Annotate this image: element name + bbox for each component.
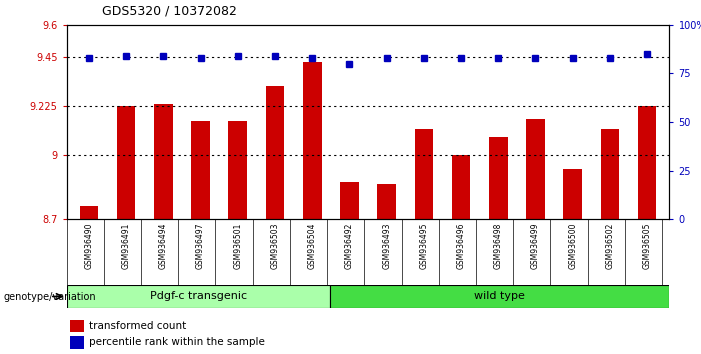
Bar [451,155,470,219]
Text: GSM936490: GSM936490 [84,223,93,269]
Bar [70,336,84,349]
Bar [70,320,84,332]
Text: GSM936491: GSM936491 [122,223,130,269]
Bar [414,129,433,219]
Text: GSM936505: GSM936505 [643,223,652,269]
Bar [266,86,285,219]
Text: GSM936494: GSM936494 [159,223,168,269]
Bar [601,129,619,219]
Text: Pdgf-c transgenic: Pdgf-c transgenic [150,291,247,302]
Text: GSM936502: GSM936502 [606,223,614,269]
Bar [489,137,508,219]
Bar [117,106,135,219]
Text: genotype/variation: genotype/variation [4,292,96,302]
Bar [377,184,396,219]
Text: GSM936498: GSM936498 [494,223,503,269]
Text: GSM936500: GSM936500 [569,223,577,269]
Text: GSM936501: GSM936501 [233,223,243,269]
Bar [80,206,98,219]
Bar [330,285,669,308]
Bar [67,285,330,308]
Bar [638,106,656,219]
Text: GSM936499: GSM936499 [531,223,540,269]
Bar [526,119,545,219]
Text: percentile rank within the sample: percentile rank within the sample [90,337,265,347]
Text: GSM936497: GSM936497 [196,223,205,269]
Text: GDS5320 / 10372082: GDS5320 / 10372082 [102,5,236,18]
Bar [564,169,582,219]
Text: GSM936496: GSM936496 [456,223,465,269]
Text: GSM936495: GSM936495 [419,223,428,269]
Bar [340,182,359,219]
Text: transformed count: transformed count [90,321,186,331]
Bar [154,104,172,219]
Text: GSM936504: GSM936504 [308,223,317,269]
Text: GSM936503: GSM936503 [271,223,280,269]
Text: GSM936493: GSM936493 [382,223,391,269]
Bar [191,121,210,219]
Text: wild type: wild type [475,291,525,302]
Bar [303,62,322,219]
Text: GSM936492: GSM936492 [345,223,354,269]
Bar [229,121,247,219]
